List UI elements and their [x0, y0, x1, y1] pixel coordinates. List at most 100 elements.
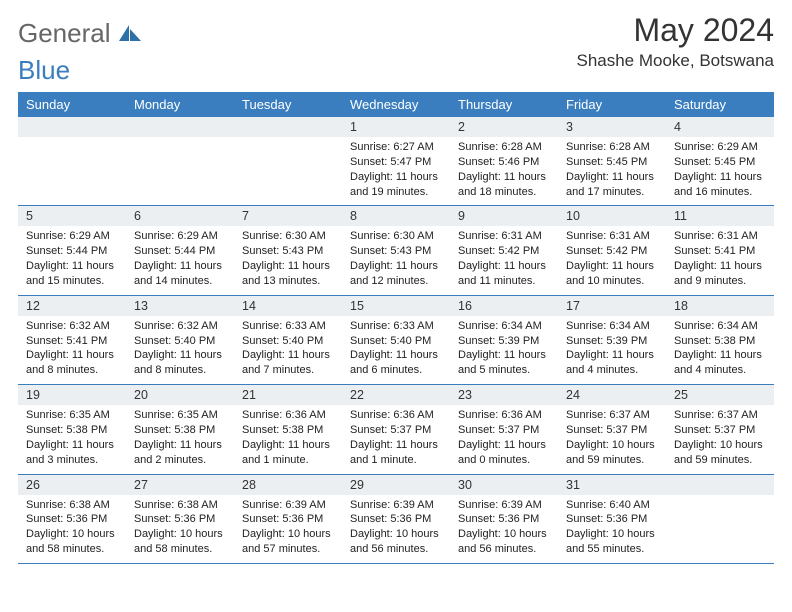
daylight-text: Daylight: 11 hours and 4 minutes. — [566, 348, 660, 378]
sunset-text: Sunset: 5:44 PM — [26, 244, 120, 259]
day-detail-cell: Sunrise: 6:39 AMSunset: 5:36 PMDaylight:… — [450, 495, 558, 564]
week-daynum-row: 567891011 — [18, 206, 774, 227]
daylight-text: Daylight: 11 hours and 12 minutes. — [350, 259, 444, 289]
day-detail-cell — [126, 137, 234, 206]
day-number: 4 — [666, 117, 774, 137]
daylight-text: Daylight: 11 hours and 8 minutes. — [134, 348, 228, 378]
sunset-text: Sunset: 5:47 PM — [350, 155, 444, 170]
day-header: Friday — [558, 92, 666, 117]
daylight-text: Daylight: 11 hours and 3 minutes. — [26, 438, 120, 468]
brand-logo: General — [18, 18, 143, 49]
sunset-text: Sunset: 5:40 PM — [242, 334, 336, 349]
sunset-text: Sunset: 5:37 PM — [566, 423, 660, 438]
day-number: 23 — [450, 385, 558, 406]
sunset-text: Sunset: 5:36 PM — [26, 512, 120, 527]
day-number: 31 — [558, 474, 666, 495]
week-detail-row: Sunrise: 6:32 AMSunset: 5:41 PMDaylight:… — [18, 316, 774, 385]
sunset-text: Sunset: 5:40 PM — [134, 334, 228, 349]
daylight-text: Daylight: 11 hours and 1 minute. — [350, 438, 444, 468]
day-detail-cell: Sunrise: 6:40 AMSunset: 5:36 PMDaylight:… — [558, 495, 666, 564]
sunrise-text: Sunrise: 6:30 AM — [350, 229, 444, 244]
day-number: 16 — [450, 295, 558, 316]
daylight-text: Daylight: 11 hours and 14 minutes. — [134, 259, 228, 289]
daylight-text: Daylight: 10 hours and 55 minutes. — [566, 527, 660, 557]
day-number: 9 — [450, 206, 558, 227]
day-detail-cell: Sunrise: 6:35 AMSunset: 5:38 PMDaylight:… — [18, 405, 126, 474]
week-detail-row: Sunrise: 6:38 AMSunset: 5:36 PMDaylight:… — [18, 495, 774, 564]
daylight-text: Daylight: 11 hours and 16 minutes. — [674, 170, 768, 200]
daylight-text: Daylight: 10 hours and 56 minutes. — [350, 527, 444, 557]
sunrise-text: Sunrise: 6:39 AM — [458, 498, 552, 513]
day-detail-cell — [234, 137, 342, 206]
sunrise-text: Sunrise: 6:39 AM — [242, 498, 336, 513]
sunrise-text: Sunrise: 6:29 AM — [134, 229, 228, 244]
daylight-text: Daylight: 11 hours and 4 minutes. — [674, 348, 768, 378]
daylight-text: Daylight: 10 hours and 56 minutes. — [458, 527, 552, 557]
day-number — [666, 474, 774, 495]
daylight-text: Daylight: 11 hours and 1 minute. — [242, 438, 336, 468]
sunset-text: Sunset: 5:36 PM — [458, 512, 552, 527]
week-daynum-row: 12131415161718 — [18, 295, 774, 316]
day-detail-cell: Sunrise: 6:30 AMSunset: 5:43 PMDaylight:… — [342, 226, 450, 295]
day-number: 8 — [342, 206, 450, 227]
day-detail-cell: Sunrise: 6:38 AMSunset: 5:36 PMDaylight:… — [18, 495, 126, 564]
sunrise-text: Sunrise: 6:40 AM — [566, 498, 660, 513]
day-detail-cell: Sunrise: 6:32 AMSunset: 5:41 PMDaylight:… — [18, 316, 126, 385]
sunrise-text: Sunrise: 6:38 AM — [26, 498, 120, 513]
day-detail-cell: Sunrise: 6:29 AMSunset: 5:45 PMDaylight:… — [666, 137, 774, 206]
sunrise-text: Sunrise: 6:36 AM — [458, 408, 552, 423]
week-daynum-row: 19202122232425 — [18, 385, 774, 406]
sunset-text: Sunset: 5:43 PM — [242, 244, 336, 259]
day-number: 18 — [666, 295, 774, 316]
sunrise-text: Sunrise: 6:28 AM — [458, 140, 552, 155]
day-number: 29 — [342, 474, 450, 495]
sunrise-text: Sunrise: 6:33 AM — [350, 319, 444, 334]
daylight-text: Daylight: 11 hours and 6 minutes. — [350, 348, 444, 378]
day-number: 27 — [126, 474, 234, 495]
day-detail-cell: Sunrise: 6:34 AMSunset: 5:38 PMDaylight:… — [666, 316, 774, 385]
day-header: Thursday — [450, 92, 558, 117]
day-detail-cell — [666, 495, 774, 564]
sunset-text: Sunset: 5:37 PM — [350, 423, 444, 438]
day-detail-cell: Sunrise: 6:31 AMSunset: 5:41 PMDaylight:… — [666, 226, 774, 295]
sunrise-text: Sunrise: 6:31 AM — [566, 229, 660, 244]
day-number — [234, 117, 342, 137]
sunset-text: Sunset: 5:38 PM — [134, 423, 228, 438]
week-detail-row: Sunrise: 6:27 AMSunset: 5:47 PMDaylight:… — [18, 137, 774, 206]
day-header: Saturday — [666, 92, 774, 117]
daylight-text: Daylight: 11 hours and 0 minutes. — [458, 438, 552, 468]
sunset-text: Sunset: 5:38 PM — [242, 423, 336, 438]
daylight-text: Daylight: 11 hours and 13 minutes. — [242, 259, 336, 289]
daylight-text: Daylight: 11 hours and 2 minutes. — [134, 438, 228, 468]
day-number: 5 — [18, 206, 126, 227]
day-header-row: Sunday Monday Tuesday Wednesday Thursday… — [18, 92, 774, 117]
daylight-text: Daylight: 10 hours and 59 minutes. — [674, 438, 768, 468]
daylight-text: Daylight: 11 hours and 7 minutes. — [242, 348, 336, 378]
sunrise-text: Sunrise: 6:39 AM — [350, 498, 444, 513]
daylight-text: Daylight: 10 hours and 59 minutes. — [566, 438, 660, 468]
sunrise-text: Sunrise: 6:31 AM — [674, 229, 768, 244]
sunrise-text: Sunrise: 6:36 AM — [350, 408, 444, 423]
sunset-text: Sunset: 5:36 PM — [242, 512, 336, 527]
calendar-table: Sunday Monday Tuesday Wednesday Thursday… — [18, 92, 774, 564]
daylight-text: Daylight: 11 hours and 15 minutes. — [26, 259, 120, 289]
sunset-text: Sunset: 5:42 PM — [566, 244, 660, 259]
week-detail-row: Sunrise: 6:29 AMSunset: 5:44 PMDaylight:… — [18, 226, 774, 295]
sunrise-text: Sunrise: 6:36 AM — [242, 408, 336, 423]
sunset-text: Sunset: 5:42 PM — [458, 244, 552, 259]
daylight-text: Daylight: 11 hours and 11 minutes. — [458, 259, 552, 289]
day-header: Tuesday — [234, 92, 342, 117]
day-detail-cell: Sunrise: 6:36 AMSunset: 5:38 PMDaylight:… — [234, 405, 342, 474]
daylight-text: Daylight: 11 hours and 9 minutes. — [674, 259, 768, 289]
sunrise-text: Sunrise: 6:29 AM — [26, 229, 120, 244]
sunset-text: Sunset: 5:37 PM — [674, 423, 768, 438]
day-detail-cell: Sunrise: 6:37 AMSunset: 5:37 PMDaylight:… — [666, 405, 774, 474]
day-detail-cell: Sunrise: 6:33 AMSunset: 5:40 PMDaylight:… — [342, 316, 450, 385]
week-detail-row: Sunrise: 6:35 AMSunset: 5:38 PMDaylight:… — [18, 405, 774, 474]
sunrise-text: Sunrise: 6:34 AM — [566, 319, 660, 334]
sunrise-text: Sunrise: 6:29 AM — [674, 140, 768, 155]
sunset-text: Sunset: 5:44 PM — [134, 244, 228, 259]
day-number: 21 — [234, 385, 342, 406]
day-detail-cell: Sunrise: 6:30 AMSunset: 5:43 PMDaylight:… — [234, 226, 342, 295]
sunset-text: Sunset: 5:45 PM — [566, 155, 660, 170]
